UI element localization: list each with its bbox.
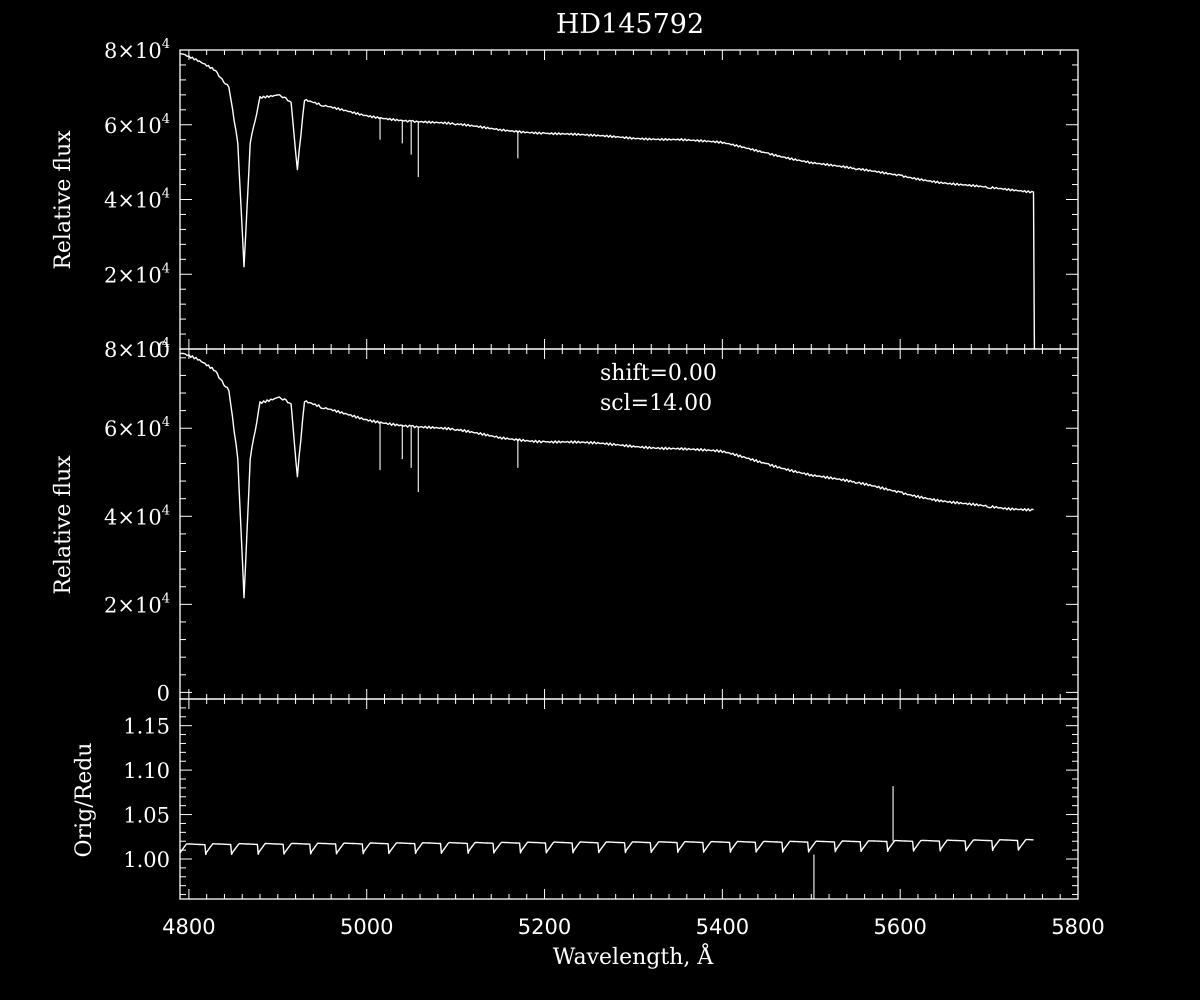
y-tick-label: 2×104 [104,591,170,617]
ratio-line [179,838,1034,856]
ratio-panel-trace [179,786,1034,899]
shift-annotation: shift=0.00 [600,361,717,386]
y-tick-label: 8×104 [104,37,170,63]
top-panel-frame [179,49,1079,350]
scale-annotation: scl=14.00 [600,391,712,416]
ratio-panel-y-axis-label: Orig/Redu [72,743,97,858]
x-tick-label: 5400 [696,915,749,939]
chart-title: HD145792 [556,9,704,40]
top-panel-ticks [180,49,1079,350]
x-tick-label: 5800 [1051,915,1104,939]
top-panel-y-axis-label: Relative flux [51,130,76,270]
y-tick-label: 4×104 [104,187,170,213]
x-tick-label: 4800 [162,915,215,939]
y-tick-label: 6×104 [104,415,170,441]
y-tick-label: 6×104 [104,112,170,138]
middle-panel-spectrum [180,352,1034,599]
x-tick-labels: 4800 5000 5200 5400 5600 5800 [162,915,1105,939]
ratio-panel-frame [179,698,1079,900]
x-tick-label: 5200 [518,915,571,939]
spectrum-line [179,53,1036,350]
y-tick-label: 8×104 [104,336,170,362]
y-tick-label: 1.05 [123,804,170,828]
x-tick-label: 5000 [340,915,393,939]
ratio-panel: 1.00 1.05 1.10 1.15 4800 5000 5200 5400 5600 580… [72,698,1105,970]
y-tick-label: 1.10 [123,759,170,783]
x-tick-label: 5600 [873,915,926,939]
middle-panel-y-axis-label: Relative flux [51,455,76,595]
ratio-panel-ticks [180,698,1079,899]
y-tick-label: 4×104 [104,503,170,529]
ratio-panel-y-tick-labels: 1.00 1.05 1.10 1.15 [123,715,170,872]
middle-panel-y-tick-labels: 0 2×104 4×104 6×104 8×104 [104,336,170,705]
middle-flux-panel: 0 2×104 4×104 6×104 8×104 Relative flux shif… [51,336,1079,705]
spectrum-line [180,352,1034,599]
y-tick-label: 2×104 [104,261,170,287]
y-tick-label: 1.00 [123,848,170,872]
y-tick-label: 1.15 [123,715,170,739]
y-tick-label: 0 [157,338,170,362]
top-flux-panel: 0 2×104 4×104 6×104 8×104 Relative flux [51,37,1079,362]
y-tick-label: 0 [157,681,170,705]
top-panel-y-tick-labels: 0 2×104 4×104 6×104 8×104 [104,37,170,362]
top-panel-spectrum [179,53,1036,350]
x-axis-label: Wavelength, Å [553,942,715,970]
